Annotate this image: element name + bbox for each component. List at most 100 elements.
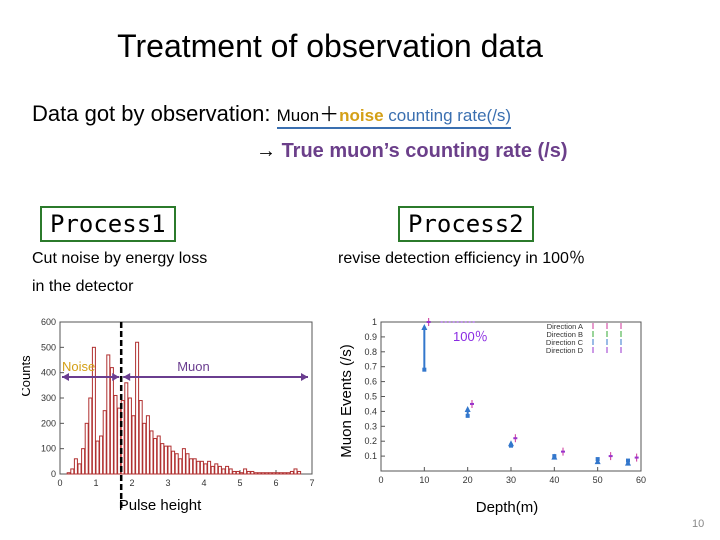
histogram-bar: [149, 430, 154, 475]
histogram-bar: [178, 458, 183, 475]
histogram-bar: [239, 472, 244, 475]
histogram-bar: [221, 468, 226, 475]
noise-term: noise: [339, 106, 384, 125]
histogram-bar: [228, 468, 233, 475]
histogram-bar: [243, 468, 248, 475]
histogram-x-tick-label: 4: [201, 478, 206, 488]
plus-sign: ＋: [319, 104, 340, 126]
efficiency-y-label: Muon Events (/s): [338, 344, 355, 457]
efficiency-x-tick-label: 40: [549, 475, 559, 485]
correction-arrow-head: [625, 459, 631, 466]
efficiency-y-tick-label: 0.9: [364, 332, 377, 342]
histogram-bar: [192, 458, 197, 475]
noise-arrow-left-head: [62, 373, 69, 381]
histogram-bar: [102, 410, 107, 475]
efficiency-y-tick-label: 0.5: [364, 392, 377, 402]
histogram-bar: [95, 440, 100, 475]
histogram-bar: [271, 472, 276, 475]
histogram-bar: [131, 415, 136, 475]
efficiency-y-tick-label: 0.8: [364, 347, 377, 357]
histogram-bar: [84, 422, 89, 475]
page-number: 10: [692, 518, 705, 530]
histogram-bar: [167, 445, 172, 475]
histogram-x-label: Pulse height: [119, 497, 202, 514]
histogram-frame: [59, 321, 313, 475]
histogram-bar: [138, 400, 143, 475]
histogram-bar: [293, 468, 298, 475]
correction-arrow-head: [464, 405, 471, 412]
histogram-bar: [232, 470, 237, 475]
histogram-bar: [235, 470, 240, 475]
histogram-bar: [286, 472, 291, 475]
correction-arrow-head: [594, 458, 601, 465]
histogram-bar: [106, 354, 111, 475]
histogram-bar: [163, 445, 168, 475]
histogram-bar: [99, 435, 104, 475]
histogram-y-label: Counts: [22, 355, 33, 397]
histogram-bar: [261, 472, 266, 475]
efficiency-frame: [380, 321, 642, 472]
histogram-y-tick-label: 400: [41, 368, 56, 378]
histogram-bar: [135, 341, 140, 475]
histogram-bar: [203, 463, 208, 475]
histogram-x-tick-label: 3: [165, 478, 170, 488]
histogram-bar: [257, 472, 262, 475]
efficiency-y-tick-label: 0.4: [364, 406, 377, 416]
histogram-bar: [297, 470, 302, 475]
histogram-y-tick-label: 500: [41, 342, 56, 352]
histogram-bar: [196, 460, 201, 475]
histogram-bar: [275, 472, 280, 475]
histogram-bar: [77, 463, 82, 475]
histogram-x-tick-label: 0: [57, 478, 62, 488]
histogram-bar: [217, 465, 222, 475]
measured-point: [552, 454, 557, 459]
efficiency-y-tick-label: 0.1: [364, 451, 377, 461]
histogram-bar: [127, 397, 132, 475]
measured-point: [626, 458, 630, 463]
rate-term: counting rate(/s): [383, 106, 512, 125]
efficiency-x-tick-label: 60: [636, 475, 646, 485]
muon-label: Muon: [177, 359, 210, 374]
histogram-bar: [250, 470, 255, 475]
histogram-bar: [91, 346, 96, 475]
efficiency-y-tick-label: 0.3: [364, 421, 377, 431]
histogram-bar: [66, 472, 71, 475]
histogram-x-tick-label: 1: [93, 478, 98, 488]
legend-entry: Direction C: [546, 338, 584, 347]
histogram-bar: [185, 453, 190, 475]
measured-point: [595, 457, 600, 462]
histogram-bar: [189, 458, 194, 475]
histogram-bar: [279, 472, 284, 475]
observation-formula: Muon＋noise counting rate(/s): [276, 101, 512, 129]
histogram-bar: [70, 468, 75, 475]
histogram-y-tick-label: 200: [41, 418, 56, 428]
histogram-bar: [142, 422, 147, 475]
histogram-x-tick-label: 6: [273, 478, 278, 488]
noise-arrow-right-head: [112, 373, 120, 381]
muon-arrow-left-head: [123, 373, 131, 381]
histogram-x-tick-label: 7: [309, 478, 314, 488]
histogram-bar: [73, 458, 78, 475]
histogram-y-tick-label: 0: [51, 469, 56, 479]
muon-term: Muon: [276, 106, 320, 125]
histogram-bar: [268, 472, 273, 475]
efficiency-x-tick-label: 10: [419, 475, 429, 485]
legend-entry: Direction A: [547, 322, 583, 331]
process2-box: Process2: [398, 206, 534, 242]
histogram-bar: [199, 460, 204, 475]
efficiency-y-tick-label: 1: [372, 317, 377, 327]
histogram-bar: [225, 465, 230, 475]
efficiency-x-tick-label: 0: [378, 475, 383, 485]
process1-description: Cut noise by energy loss in the detector: [32, 245, 207, 301]
efficiency-y-tick-label: 0.6: [364, 377, 377, 387]
efficiency-x-tick-label: 30: [506, 475, 516, 485]
efficiency-x-tick-label: 20: [463, 475, 473, 485]
histogram-bar: [113, 394, 118, 475]
histogram-bar: [246, 470, 251, 475]
legend-entry: Direction D: [546, 346, 584, 355]
process1-box: Process1: [40, 206, 176, 242]
result-line: → True muon’s counting rate (/s): [256, 140, 568, 163]
histogram-bar: [253, 472, 258, 475]
noise-label: Noise: [62, 359, 95, 374]
muon-arrow-right-head: [301, 373, 308, 381]
